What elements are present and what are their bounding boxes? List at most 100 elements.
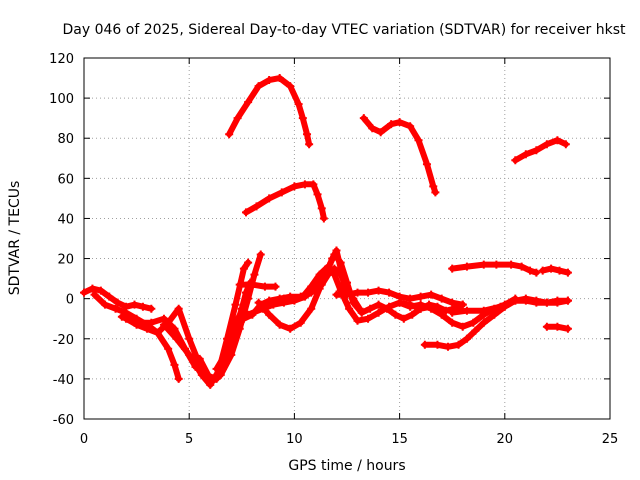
chart-title: Day 046 of 2025, Sidereal Day-to-day VTE… <box>63 22 626 38</box>
series-arc1 <box>225 74 314 149</box>
series-arc20 <box>332 286 467 309</box>
data-point <box>416 300 425 309</box>
data-point <box>492 260 501 269</box>
data-point <box>553 298 562 307</box>
series-trace <box>243 181 327 222</box>
data-point <box>111 304 120 313</box>
data-point <box>563 296 572 305</box>
data-point <box>265 310 274 319</box>
data-point <box>239 264 248 273</box>
data-point <box>462 334 471 343</box>
x-tick-label: 20 <box>497 432 514 447</box>
data-point <box>286 324 295 333</box>
data-point <box>437 294 446 303</box>
data-point <box>319 214 328 223</box>
data-point <box>265 76 274 85</box>
data-point <box>462 262 471 271</box>
data-point <box>256 250 265 259</box>
data-point <box>153 328 162 337</box>
data-point <box>254 82 263 91</box>
x-tick-label: 0 <box>80 432 88 447</box>
y-tick-label: 120 <box>49 52 74 67</box>
data-point <box>364 314 373 323</box>
data-point <box>159 320 168 329</box>
series-arc6 <box>538 264 572 277</box>
data-point <box>105 292 114 301</box>
data-point <box>532 146 541 155</box>
series-trace <box>539 265 571 276</box>
data-point <box>330 270 339 279</box>
data-point <box>250 270 259 279</box>
data-point <box>265 194 274 203</box>
data-point <box>517 262 526 271</box>
data-point <box>359 114 368 123</box>
y-tick-label: -40 <box>53 373 74 388</box>
series-trace <box>360 115 439 196</box>
data-point <box>448 264 457 273</box>
data-point <box>353 316 362 325</box>
data-point <box>374 308 383 317</box>
data-point <box>313 190 322 199</box>
series-arc3 <box>359 114 440 197</box>
data-point <box>454 340 463 349</box>
y-tick-label: 80 <box>57 132 74 147</box>
plot-frame <box>83 57 611 420</box>
y-tick-label: 0 <box>66 293 74 308</box>
data-point <box>479 306 488 315</box>
data-point <box>330 250 339 259</box>
data-point <box>80 288 88 297</box>
data-point <box>542 298 551 307</box>
data-point <box>298 292 307 301</box>
data-point <box>427 290 436 299</box>
data-point <box>277 188 286 197</box>
data-point <box>542 322 551 331</box>
data-point <box>307 282 316 291</box>
data-marks <box>80 74 572 389</box>
data-point <box>391 310 400 319</box>
data-point <box>458 300 467 309</box>
series-trace <box>226 75 313 148</box>
data-point <box>260 282 269 291</box>
data-point <box>511 296 520 305</box>
data-point <box>406 302 415 311</box>
data-point <box>254 298 263 307</box>
data-point <box>462 306 471 315</box>
y-tick-label: 20 <box>57 253 74 268</box>
data-point <box>471 326 480 335</box>
data-point <box>538 266 547 275</box>
data-point <box>374 300 383 309</box>
data-point <box>532 268 541 277</box>
data-point <box>117 312 126 321</box>
data-point <box>490 310 499 319</box>
data-point <box>526 266 535 275</box>
data-point <box>343 290 351 299</box>
x-axis-label: GPS time / hours <box>288 458 405 474</box>
series-arc14 <box>212 304 248 373</box>
data-point <box>324 262 333 271</box>
data-point <box>275 74 284 83</box>
data-point <box>88 284 97 293</box>
y-tick-label: -20 <box>53 333 74 348</box>
data-point <box>212 364 221 373</box>
data-point <box>220 350 229 359</box>
data-point <box>300 180 309 189</box>
data-point <box>143 324 152 333</box>
data-point <box>385 302 394 311</box>
series-arc15 <box>235 280 280 291</box>
axis-ticks: 0 5 10 15 20 25 -60 -40 -20 0 20 40 60 80 100 120 <box>49 52 618 447</box>
grid <box>84 58 610 419</box>
y-tick-label: 60 <box>57 172 74 187</box>
data-point <box>336 258 345 267</box>
data-point <box>305 140 314 149</box>
data-point <box>174 304 183 313</box>
data-point <box>244 258 253 267</box>
data-point <box>555 266 564 275</box>
data-point <box>195 354 204 363</box>
data-point <box>96 286 105 295</box>
data-point <box>269 300 278 309</box>
data-point <box>170 324 179 333</box>
data-point <box>414 136 423 145</box>
data-point <box>458 322 467 331</box>
data-point <box>172 334 181 343</box>
series-arc7 <box>80 284 156 313</box>
